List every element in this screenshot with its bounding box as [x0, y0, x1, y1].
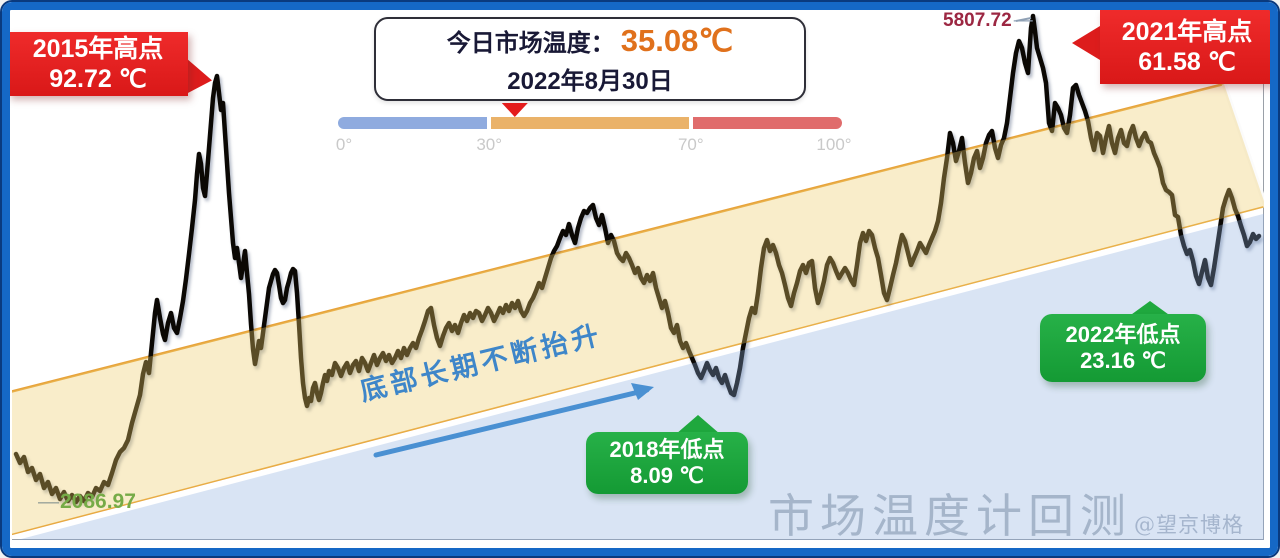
callout-2021-high: 2021年高点 61.58 ℃ — [1100, 10, 1274, 84]
gauge-tick-100: 100° — [816, 135, 852, 154]
today-date: 2022年8月30日 — [507, 67, 673, 95]
watermark-author: @望京博格 — [1134, 513, 1244, 537]
today-temperature-row: 今日市场温度： 35.08℃ — [447, 23, 733, 59]
today-temperature-value: 35.08℃ — [620, 22, 734, 58]
gauge-pointer-icon — [501, 103, 528, 117]
callout-title: 2018年低点 — [609, 436, 725, 462]
today-temperature-box: 今日市场温度： 35.08℃ 2022年8月30日 — [374, 17, 806, 101]
callout-value: 61.58 ℃ — [1138, 48, 1236, 76]
callout-2018-low: 2018年低点 8.09 ℃ — [586, 432, 748, 494]
gauge-segment-70-100 — [692, 117, 842, 129]
gauge-tick-30: 30° — [476, 135, 503, 154]
callout-2015-high: 2015年高点 92.72 ℃ — [8, 32, 188, 96]
channel-right-edge — [1221, 83, 1264, 208]
trend-arrow-line — [373, 387, 650, 458]
watermark: 市场温度计回测 @望京博格 — [768, 480, 1244, 546]
peak-leader-line — [1015, 17, 1032, 22]
peak-value-label: 5807.72 — — [943, 10, 1033, 32]
below-channel-fill — [17, 213, 1264, 540]
callout-title: 2021年高点 — [1121, 18, 1253, 46]
callout-value: 23.16 ℃ — [1080, 348, 1166, 373]
channel-start-value-label: — 2086.97 — [38, 490, 136, 514]
callout-2022-low: 2022年低点 23.16 ℃ — [1040, 314, 1206, 382]
callout-value: 8.09 ℃ — [630, 463, 704, 488]
callout-title: 2015年高点 — [32, 35, 164, 63]
watermark-title: 市场温度计回测 — [768, 489, 1132, 543]
gauge-segment-30-70 — [491, 117, 689, 129]
gauge-tick-0: 0° — [335, 135, 353, 154]
price-line — [13, 13, 1262, 505]
callout-title: 2022年低点 — [1065, 321, 1181, 347]
start-leader-dash: — — [38, 490, 59, 513]
callout-value: 92.72 ℃ — [49, 65, 147, 93]
price-channel-svg — [12, 13, 1264, 540]
gauge-tick-70: 70° — [677, 135, 704, 154]
gauge-segment-0-30 — [338, 117, 488, 129]
peak-value-text: 5807.72 — [943, 10, 1012, 31]
start-value-text: 2086.97 — [60, 490, 136, 513]
channel-fill — [12, 84, 1264, 535]
peak-leader-dash: — — [1013, 10, 1033, 31]
temperature-gauge: 0° 30° 70° 100° — [335, 103, 852, 157]
today-temperature-label: 今日市场温度： — [446, 29, 615, 57]
trend-arrow-head-icon — [631, 383, 654, 400]
channel-lower-line — [12, 205, 1264, 536]
